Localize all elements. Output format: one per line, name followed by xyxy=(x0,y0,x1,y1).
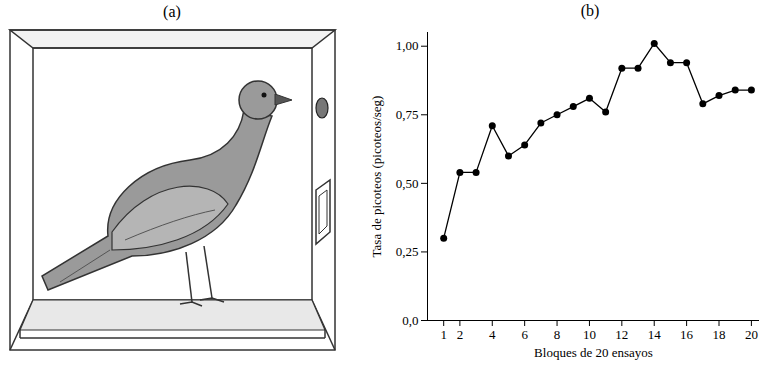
svg-text:10: 10 xyxy=(583,327,596,342)
svg-text:20: 20 xyxy=(745,327,758,342)
svg-text:16: 16 xyxy=(680,327,694,342)
svg-text:8: 8 xyxy=(554,327,561,342)
svg-text:1: 1 xyxy=(440,327,447,342)
html-text:(b): (b) xyxy=(580,2,600,19)
svg-text:12: 12 xyxy=(615,327,628,342)
svg-text:18: 18 xyxy=(713,327,726,342)
svg-text:0,25: 0,25 xyxy=(396,244,419,259)
svg-text:Bloques de 20 ensayos: Bloques de 20 ensayos xyxy=(534,345,653,360)
svg-text:0,50: 0,50 xyxy=(396,176,419,191)
svg-text:4: 4 xyxy=(489,327,496,342)
svg-text:0,75: 0,75 xyxy=(396,107,419,122)
svg-text:(a): (a) xyxy=(163,3,181,21)
svg-text:1,00: 1,00 xyxy=(396,38,419,53)
svg-text:6: 6 xyxy=(521,327,528,342)
svg-text:0,0: 0,0 xyxy=(402,313,418,328)
svg-text:Tasa de picoteos (picoteos/seg: Tasa de picoteos (picoteos/seg) xyxy=(369,96,384,258)
svg-text:2: 2 xyxy=(457,327,464,342)
svg-text:14: 14 xyxy=(648,327,662,342)
